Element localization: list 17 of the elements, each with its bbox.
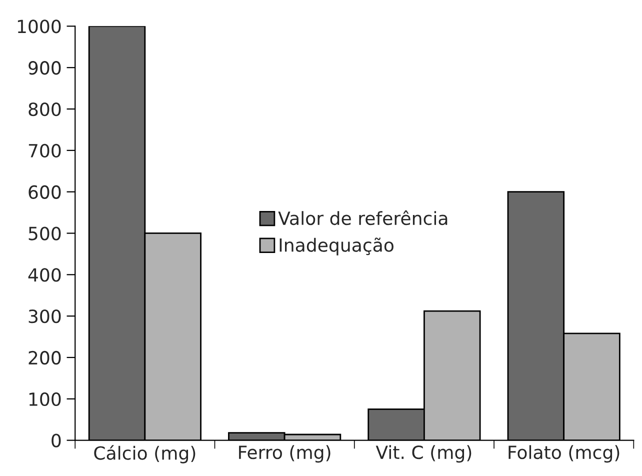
y-tick-label: 1000 bbox=[18, 20, 61, 34]
x-tick-label: Cálcio (mg) bbox=[94, 445, 196, 464]
y-tick-label: 400 bbox=[28, 268, 61, 282]
y-tick-label: 600 bbox=[28, 185, 61, 199]
y-tick-label: 0 bbox=[52, 434, 61, 448]
y-tick-label: 500 bbox=[28, 226, 61, 240]
y-tick-label: 200 bbox=[28, 350, 61, 365]
y-tick-label: 800 bbox=[28, 102, 61, 116]
y-tick-label: 900 bbox=[28, 61, 61, 75]
x-tick-label: Ferro (mg) bbox=[239, 445, 330, 463]
legend-label: Inadequação bbox=[280, 238, 394, 256]
y-tick-label: 300 bbox=[28, 310, 61, 324]
y-tick-label: 700 bbox=[28, 144, 61, 158]
legend-label: Valor de referência bbox=[278, 210, 448, 226]
y-tick-label: 100 bbox=[29, 392, 61, 406]
x-tick-label: Folato (mcg) bbox=[508, 445, 620, 463]
x-tick-label: Vit. C (mg) bbox=[376, 445, 472, 463]
